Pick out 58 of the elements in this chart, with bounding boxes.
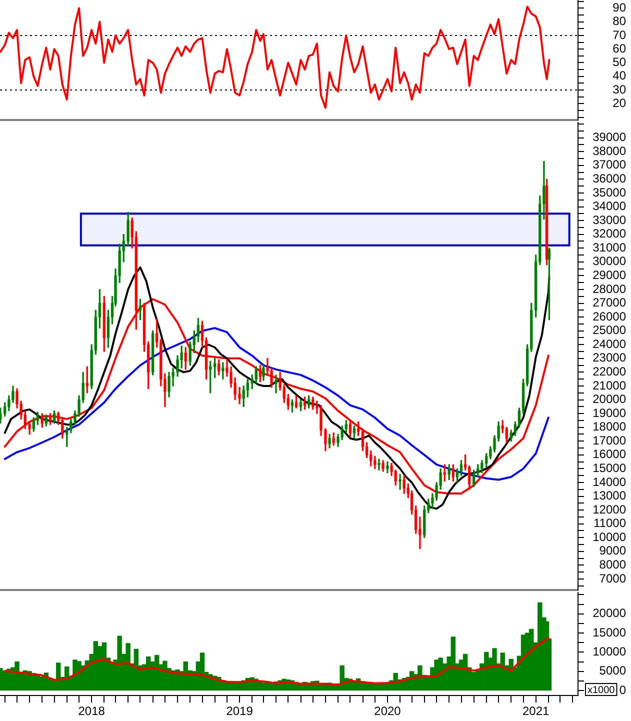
x-tick-label: 2020 [374,704,402,718]
y-tick-label: 27000 [592,296,626,310]
y-tick-label: 33000 [592,212,626,227]
y-tick-label: 9000 [599,544,626,558]
y-axis-title: x1000 [588,684,616,696]
x-tick-label: 2021 [522,704,550,718]
y-tick-label: 15000 [592,625,626,640]
y-tick-label: 70 [612,28,626,42]
y-tick-label: 80 [612,14,626,28]
y-tick-label: 20000 [592,392,626,406]
x-tick-label: 2018 [78,704,106,718]
y-tick-label: 20 [612,96,626,110]
y-tick-label: 38000 [592,144,626,158]
y-tick-label: 26000 [592,309,626,324]
y-tick-label: 12000 [592,502,626,516]
y-tick-label: 32000 [592,226,626,241]
y-tick-label: 30000 [592,254,626,268]
y-tick-label: 34000 [592,199,626,214]
y-tick-label: 35000 [592,185,626,200]
y-tick-label: 40 [612,68,626,83]
y-tick-label: 19000 [592,406,626,420]
y-tick-label: 20000 [592,606,626,620]
bar [418,665,422,690]
y-tick-label: 39000 [592,130,626,144]
y-tick-label: 0 [619,682,626,697]
y-tick-label: 14000 [592,474,626,489]
y-tick-label: 25000 [592,323,626,338]
y-tick-label: 90 [612,0,626,14]
bar [438,658,443,690]
bar [117,636,122,690]
y-tick-label: 8000 [599,558,626,572]
bar [340,665,344,690]
y-tick-label: 29000 [592,268,626,282]
y-tick-label: 21000 [592,378,626,392]
y-tick-label: 37000 [592,158,626,172]
y-tick-label: 31000 [592,240,626,254]
y-tick-label: 50 [612,55,626,70]
y-tick-label: 10000 [592,644,626,659]
y-tick-label: 24000 [592,336,626,351]
bar [126,643,130,690]
y-tick-label: 7000 [599,571,626,586]
y-tick-label: 28000 [592,282,626,296]
bar [146,656,151,690]
y-tick-label: 17000 [592,433,626,448]
bar [529,628,534,690]
y-tick-label: 11000 [594,516,626,530]
y-tick-label: 36000 [592,172,626,186]
x-tick-label: 2019 [226,704,254,718]
y-tick-label: 13000 [592,488,626,503]
y-tick-label: 5000 [599,664,626,678]
y-tick-label: 23000 [592,350,626,365]
y-tick-label: 15000 [592,461,626,476]
y-tick-label: 18000 [592,420,626,434]
y-tick-label: 10000 [592,530,626,544]
y-tick-label: 22000 [592,364,626,379]
y-tick-label: 60 [612,41,626,56]
y-tick-label: 30 [612,82,626,96]
y-tick-label: 16000 [592,447,626,462]
